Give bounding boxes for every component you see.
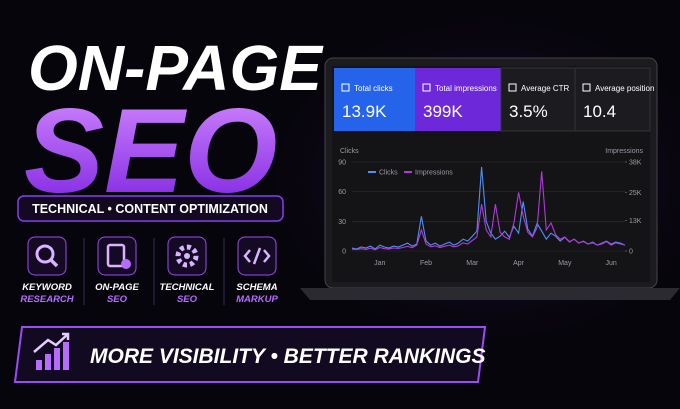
y2-axis-title: Impressions — [605, 148, 643, 155]
tagline: TECHNICAL • CONTENT OPTIMIZATION — [32, 202, 268, 216]
y2-tick-label: 38K — [629, 160, 642, 167]
card — [334, 68, 415, 131]
card-value: 3.5% — [509, 102, 548, 121]
card — [500, 67, 576, 132]
x-tick-label: Mar — [466, 260, 479, 267]
laptop-base — [300, 288, 680, 300]
y-tick-label: 30 — [338, 219, 346, 226]
card — [415, 68, 501, 131]
banner-box — [13, 326, 487, 383]
y2-tick-label: 25K — [629, 190, 642, 197]
service-label: SEO — [177, 294, 198, 305]
checkbox — [582, 83, 591, 92]
icon — [33, 332, 70, 353]
checkbox — [422, 83, 431, 92]
tagline-pill — [17, 195, 284, 222]
y-tick-label: 90 — [338, 160, 346, 167]
icon — [63, 342, 69, 370]
icon — [121, 259, 131, 269]
checkbox — [341, 83, 350, 92]
card-label: Average position — [595, 84, 654, 93]
icon — [45, 354, 51, 370]
icon-box — [27, 236, 67, 276]
card-value: 13.9K — [342, 102, 387, 121]
legend-label: Clicks — [379, 170, 398, 177]
icon — [106, 243, 126, 268]
card-value: 10.4 — [583, 102, 616, 121]
icon — [49, 258, 59, 268]
line-series — [351, 171, 626, 251]
service-icons — [27, 236, 277, 305]
card — [574, 67, 651, 132]
y-tick-label: 60 — [338, 189, 346, 196]
x-tick-label: Jun — [605, 260, 616, 267]
service-label: TECHNICAL — [160, 282, 215, 293]
icon — [184, 253, 190, 259]
service-label: SEO — [107, 294, 128, 305]
x-tick-label: Apr — [513, 260, 525, 267]
service-label: SCHEMA — [236, 282, 277, 293]
card-label: Total clicks — [354, 84, 393, 93]
growth-icon — [33, 332, 70, 370]
icon — [243, 247, 271, 265]
icon — [54, 348, 60, 370]
x-tick-label: Jan — [374, 260, 385, 267]
icon — [175, 244, 199, 268]
card-label: Total impressions — [435, 84, 497, 93]
y2-tick-label: 0 — [629, 249, 633, 256]
service-label: MARKUP — [236, 294, 278, 305]
icon — [36, 360, 42, 370]
y-axis-title: Clicks — [340, 148, 359, 155]
checkboxes — [341, 83, 591, 92]
x-tick-label: May — [558, 260, 572, 267]
service-label: KEYWORD — [22, 282, 72, 293]
icon-box — [97, 236, 137, 276]
card-label: Average CTR — [521, 84, 570, 93]
service-label: ON-PAGE — [95, 282, 139, 293]
checkbox — [508, 83, 517, 92]
y2-tick-label: 13K — [629, 218, 642, 225]
chart: 0 30 60 90 0 13K 25K 38K Jan Feb Mar Apr May Jun Click… — [338, 160, 642, 268]
card-value: 399K — [423, 102, 463, 121]
y-tick-label: 0 — [342, 249, 346, 256]
service-label: RESEARCH — [20, 294, 74, 305]
icon — [35, 244, 55, 264]
x-tick-label: Feb — [420, 260, 432, 267]
legend-label: Impressions — [415, 170, 453, 177]
title: ON-PAGE — [28, 32, 324, 104]
banner-text: MORE VISIBILITY • BETTER RANKINGS — [90, 345, 486, 368]
